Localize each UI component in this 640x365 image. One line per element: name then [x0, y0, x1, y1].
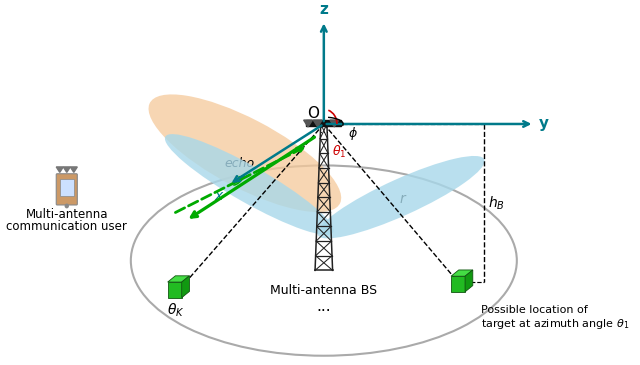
Polygon shape	[330, 120, 339, 127]
Polygon shape	[303, 120, 312, 127]
Text: communication user: communication user	[6, 220, 127, 233]
Text: ...: ...	[65, 170, 74, 179]
Ellipse shape	[148, 95, 341, 212]
FancyBboxPatch shape	[56, 174, 77, 205]
Text: y: y	[539, 116, 548, 131]
Text: ...: ...	[320, 125, 329, 135]
Text: z: z	[319, 2, 328, 17]
Polygon shape	[465, 270, 473, 292]
Text: echo: echo	[225, 157, 255, 169]
Text: $h_B$: $h_B$	[488, 194, 505, 212]
Bar	[60, 178, 74, 196]
Polygon shape	[314, 120, 322, 127]
Text: Multi-antenna BS: Multi-antenna BS	[270, 284, 378, 297]
Bar	[307, 120, 341, 126]
Polygon shape	[451, 270, 473, 276]
Ellipse shape	[165, 134, 333, 235]
Polygon shape	[70, 167, 77, 172]
Polygon shape	[56, 167, 63, 172]
Circle shape	[65, 204, 69, 208]
Text: O: O	[307, 106, 319, 121]
Text: $\theta_1$: $\theta_1$	[332, 143, 346, 160]
Text: $\phi$: $\phi$	[348, 125, 358, 142]
Polygon shape	[451, 276, 465, 292]
Text: ...: ...	[317, 299, 331, 314]
Text: target at azimuth angle $\theta_1$: target at azimuth angle $\theta_1$	[481, 317, 629, 331]
Ellipse shape	[317, 156, 484, 238]
Polygon shape	[168, 282, 182, 298]
Text: $\theta_K$: $\theta_K$	[167, 301, 184, 319]
Text: Possible location of: Possible location of	[481, 306, 588, 315]
Polygon shape	[168, 276, 189, 282]
Text: x: x	[214, 189, 223, 203]
Text: Multi-antenna: Multi-antenna	[26, 208, 108, 221]
Polygon shape	[182, 276, 189, 298]
Polygon shape	[63, 167, 70, 172]
Text: r: r	[400, 192, 406, 206]
